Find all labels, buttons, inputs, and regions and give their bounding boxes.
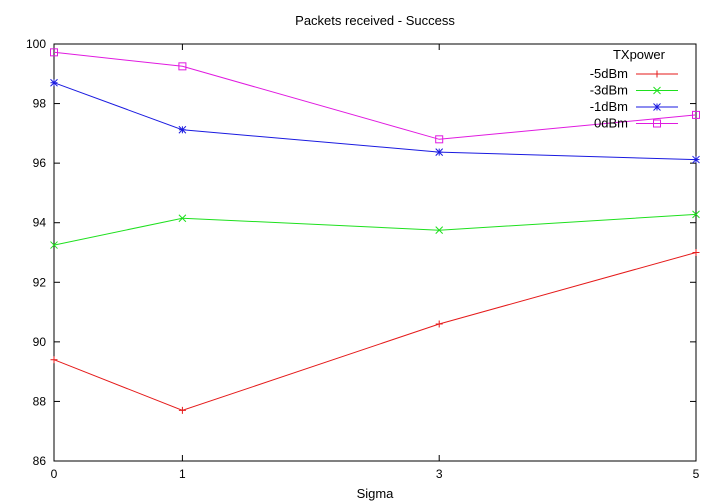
marker-stroke	[178, 125, 187, 134]
x-tick-label: 0	[51, 467, 58, 481]
data-point	[178, 214, 187, 223]
data-point	[435, 135, 444, 144]
legend-marker	[653, 86, 661, 95]
data-point	[692, 249, 700, 256]
marker-stroke	[692, 210, 700, 219]
chart-title: Packets received - Success	[295, 13, 455, 28]
marker-stroke	[692, 155, 700, 164]
marker-square	[178, 62, 187, 71]
data-point	[178, 125, 187, 134]
series-line	[53, 51, 697, 140]
legend-label: -5dBm	[590, 66, 628, 81]
series--1dBm	[50, 78, 700, 164]
marker-square	[435, 135, 444, 144]
series-line	[53, 213, 697, 246]
series-group	[50, 48, 700, 414]
data-point	[692, 155, 700, 164]
x-axis-label: Sigma	[357, 486, 395, 501]
y-tick-label: 88	[33, 394, 47, 408]
series--3dBm	[50, 210, 700, 249]
data-point	[50, 241, 58, 249]
marker-stroke	[50, 241, 58, 249]
data-point	[178, 62, 187, 71]
data-point	[435, 320, 443, 328]
marker-stroke	[435, 226, 444, 235]
legend-marker	[653, 70, 661, 78]
x-tick-label: 1	[179, 467, 186, 481]
series-line	[53, 82, 697, 161]
data-point	[50, 48, 58, 57]
marker-square	[50, 48, 58, 57]
y-tick-label: 90	[33, 335, 47, 349]
y-tick-label: 98	[33, 97, 47, 111]
data-point	[435, 148, 444, 156]
y-tick-label: 96	[33, 156, 47, 170]
marker-square	[653, 119, 661, 128]
legend-marker	[653, 119, 661, 128]
legend: TXpower -5dBm -3dBm-1dBm 0dBm	[590, 47, 678, 131]
series-0dBm	[50, 48, 700, 144]
marker-stroke	[435, 148, 444, 156]
data-point	[50, 356, 58, 364]
marker-stroke	[178, 214, 187, 223]
legend-title: TXpower	[613, 47, 666, 62]
data-point	[50, 78, 58, 87]
y-tick-label: 86	[33, 454, 47, 468]
series--5dBm	[50, 249, 700, 414]
y-tick-label: 100	[26, 37, 46, 51]
legend-label: 0dBm	[594, 116, 628, 131]
x-tick-label: 3	[436, 467, 443, 481]
series-line	[53, 252, 697, 411]
data-point	[692, 110, 700, 119]
y-tick-label: 92	[33, 275, 47, 289]
marker-square	[692, 110, 700, 119]
legend-marker	[653, 103, 661, 111]
legend-label: -3dBm	[590, 83, 628, 98]
data-point	[435, 226, 444, 235]
data-point	[692, 210, 700, 219]
legend-label: -1dBm	[590, 99, 628, 114]
x-tick-label: 5	[693, 467, 700, 481]
marker-stroke	[653, 103, 661, 111]
marker-stroke	[50, 78, 58, 87]
marker-stroke	[653, 86, 661, 95]
y-tick-label: 94	[33, 216, 47, 230]
ticks: 86 88 90 92 94 96 98 100 0 1 3 5	[26, 37, 700, 481]
data-point	[178, 406, 186, 414]
